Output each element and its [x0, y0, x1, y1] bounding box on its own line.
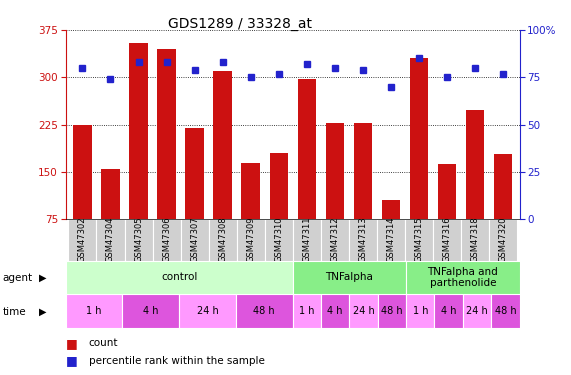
Text: ■: ■ [66, 354, 78, 367]
Text: GSM47310: GSM47310 [274, 216, 283, 262]
Bar [435, 294, 463, 328]
Bar [158, 49, 176, 219]
Text: percentile rank within the sample: percentile rank within the sample [89, 356, 264, 366]
Text: agent: agent [3, 273, 33, 283]
Text: TNFalpha: TNFalpha [325, 273, 373, 282]
Bar [461, 219, 489, 261]
Text: 1 h: 1 h [413, 306, 428, 316]
Bar [494, 154, 512, 219]
Text: GSM47313: GSM47313 [358, 216, 367, 262]
Text: 24 h: 24 h [353, 306, 375, 316]
Bar [270, 153, 288, 219]
Bar [349, 219, 377, 261]
Bar [378, 294, 406, 328]
Text: ■: ■ [66, 337, 78, 350]
Bar [292, 261, 406, 294]
Text: GSM47306: GSM47306 [162, 216, 171, 262]
Text: GSM47315: GSM47315 [414, 216, 423, 262]
Bar [186, 128, 204, 219]
Bar [130, 43, 148, 219]
Text: GSM47304: GSM47304 [106, 216, 115, 262]
Bar [353, 123, 372, 219]
Text: ▶: ▶ [39, 273, 47, 283]
Bar [66, 261, 292, 294]
Bar [179, 294, 236, 328]
Bar [264, 219, 293, 261]
Bar [73, 124, 91, 219]
Text: 24 h: 24 h [466, 306, 488, 316]
Text: 24 h: 24 h [196, 306, 218, 316]
Text: GSM47305: GSM47305 [134, 216, 143, 262]
Bar [321, 294, 349, 328]
Text: GSM47314: GSM47314 [386, 216, 395, 262]
Bar [349, 294, 378, 328]
Bar [152, 219, 180, 261]
Text: 48 h: 48 h [254, 306, 275, 316]
Bar [297, 79, 316, 219]
Text: GSM47311: GSM47311 [302, 216, 311, 262]
Text: GSM47307: GSM47307 [190, 216, 199, 262]
Bar [406, 294, 435, 328]
Bar [321, 219, 349, 261]
Bar [409, 58, 428, 219]
Bar [208, 219, 236, 261]
Text: GSM47309: GSM47309 [246, 216, 255, 262]
Text: control: control [161, 273, 198, 282]
Bar [69, 219, 96, 261]
Text: 4 h: 4 h [327, 306, 343, 316]
Text: TNFalpha and
parthenolide: TNFalpha and parthenolide [428, 267, 498, 288]
Bar [405, 219, 433, 261]
Text: 48 h: 48 h [494, 306, 516, 316]
Bar [180, 219, 208, 261]
Bar [491, 294, 520, 328]
Text: GSM47302: GSM47302 [78, 216, 87, 262]
Bar [236, 219, 264, 261]
Text: 4 h: 4 h [441, 306, 456, 316]
Text: GSM47316: GSM47316 [443, 216, 451, 262]
Text: 48 h: 48 h [381, 306, 403, 316]
Bar [242, 163, 260, 219]
Text: 4 h: 4 h [143, 306, 159, 316]
Text: ▶: ▶ [39, 307, 47, 317]
Bar [293, 219, 321, 261]
Bar [214, 71, 232, 219]
Text: time: time [3, 307, 26, 317]
Bar [325, 123, 344, 219]
Bar [122, 294, 179, 328]
Text: count: count [89, 338, 118, 348]
Text: GSM47318: GSM47318 [471, 216, 479, 262]
Bar [102, 169, 119, 219]
Text: GSM47312: GSM47312 [330, 216, 339, 262]
Bar [437, 165, 456, 219]
Bar [466, 110, 484, 219]
Bar [236, 294, 293, 328]
Text: GSM47320: GSM47320 [498, 216, 507, 262]
Bar [489, 219, 517, 261]
Bar [66, 294, 122, 328]
Text: GDS1289 / 33328_at: GDS1289 / 33328_at [168, 17, 312, 31]
Bar [463, 294, 491, 328]
Bar [292, 294, 321, 328]
Bar [377, 219, 405, 261]
Bar [406, 261, 520, 294]
Bar [96, 219, 124, 261]
Bar [381, 200, 400, 219]
Text: GSM47308: GSM47308 [218, 216, 227, 262]
Text: 1 h: 1 h [86, 306, 102, 316]
Text: 1 h: 1 h [299, 306, 315, 316]
Bar [433, 219, 461, 261]
Bar [124, 219, 152, 261]
